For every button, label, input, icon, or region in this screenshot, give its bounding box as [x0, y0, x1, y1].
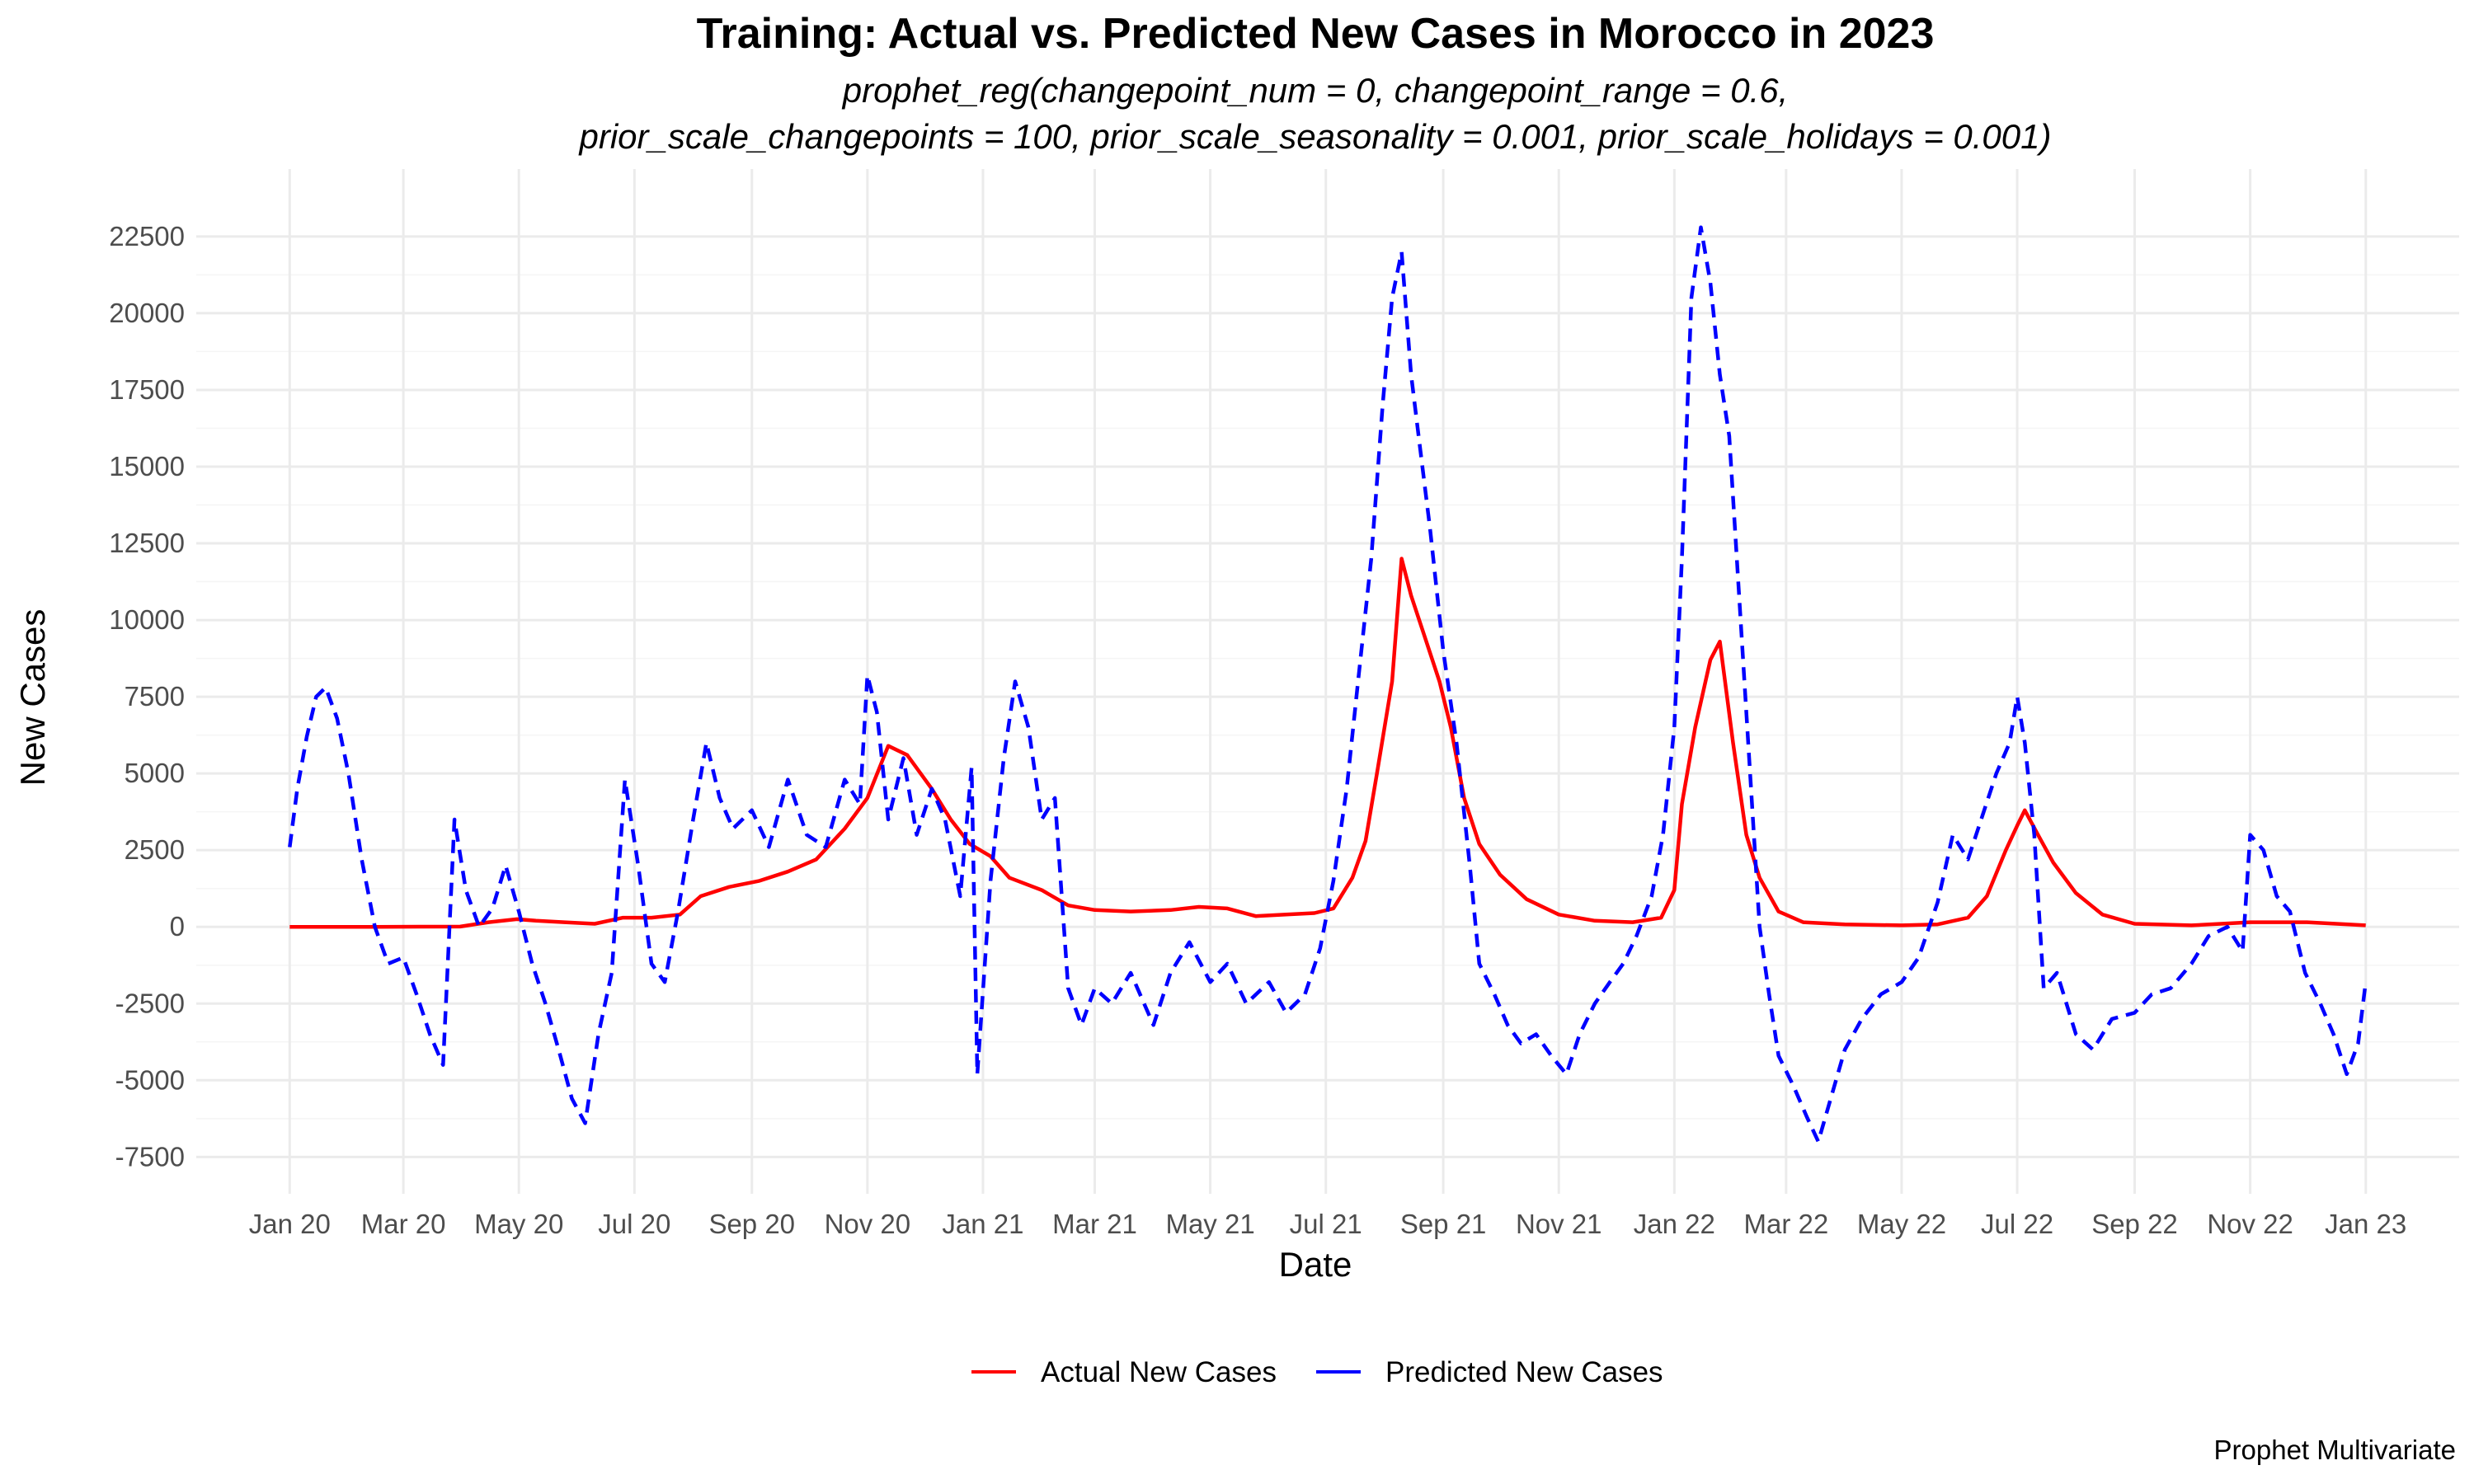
x-tick-label: Nov 21: [1516, 1209, 1602, 1239]
series-actual: [289, 556, 2366, 929]
legend-label-actual: Actual New Cases: [1041, 1356, 1277, 1388]
y-axis-ticks: -7500 -5000 -2500 0 2500 5000 7500 10000 12500 15…: [109, 221, 185, 1172]
grid-layer: [196, 169, 2459, 1194]
y-tick-label: 15000: [109, 451, 185, 481]
x-tick-label: Mar 22: [1743, 1209, 1828, 1239]
x-tick-label: Jan 20: [249, 1209, 331, 1239]
y-tick-label: -2500: [115, 988, 185, 1018]
y-tick-label: 12500: [109, 528, 185, 558]
x-tick-label: Jan 22: [1634, 1209, 1715, 1239]
y-tick-label: 0: [170, 911, 185, 942]
legend: Actual New Cases Predicted New Cases: [971, 1356, 1663, 1388]
series-line-predicted: [288, 225, 2368, 1144]
x-tick-label: Sep 21: [1400, 1209, 1487, 1239]
x-tick-label: Sep 20: [708, 1209, 795, 1239]
chart-title: Training: Actual vs. Predicted New Cases…: [697, 10, 1935, 58]
series-layer: [288, 225, 2368, 1144]
x-axis-title: Date: [1279, 1245, 1352, 1284]
chart-caption: Prophet Multivariate: [2214, 1435, 2456, 1465]
y-tick-label: 17500: [109, 374, 185, 405]
x-tick-label: Jul 21: [1290, 1209, 1362, 1239]
x-tick-label: Nov 20: [825, 1209, 911, 1239]
x-tick-label: Nov 22: [2207, 1209, 2293, 1239]
y-tick-label: 2500: [125, 834, 185, 865]
series-line-actual: [289, 556, 2366, 929]
y-tick-label: -5000: [115, 1064, 185, 1095]
y-axis-title: New Cases: [13, 609, 52, 787]
series-predicted: [288, 225, 2368, 1144]
y-tick-label: 22500: [109, 221, 185, 251]
y-tick-label: 7500: [125, 681, 185, 711]
x-tick-label: Jan 23: [2325, 1209, 2406, 1239]
legend-label-predicted: Predicted New Cases: [1385, 1356, 1663, 1388]
x-tick-label: May 21: [1165, 1209, 1254, 1239]
y-tick-label: 10000: [109, 604, 185, 635]
x-axis-ticks: Jan 20 Mar 20 May 20 Jul 20 Sep 20 Nov 20 Jan …: [249, 1209, 2407, 1239]
y-tick-label: 5000: [125, 758, 185, 788]
x-tick-label: May 22: [1857, 1209, 1946, 1239]
x-tick-label: Mar 21: [1052, 1209, 1137, 1239]
y-tick-label: -7500: [115, 1141, 185, 1172]
x-tick-label: Mar 20: [361, 1209, 446, 1239]
chart-subtitle-line-2: prior_scale_changepoints = 100, prior_sc…: [578, 117, 2052, 156]
x-tick-label: Sep 22: [2091, 1209, 2178, 1239]
x-tick-label: May 20: [474, 1209, 563, 1239]
x-tick-label: Jul 20: [598, 1209, 670, 1239]
chart-subtitle-line-1: prophet_reg(changepoint_num = 0, changep…: [841, 71, 1789, 110]
x-tick-label: Jul 22: [1981, 1209, 2053, 1239]
y-tick-label: 20000: [109, 298, 185, 328]
x-tick-label: Jan 21: [942, 1209, 1023, 1239]
